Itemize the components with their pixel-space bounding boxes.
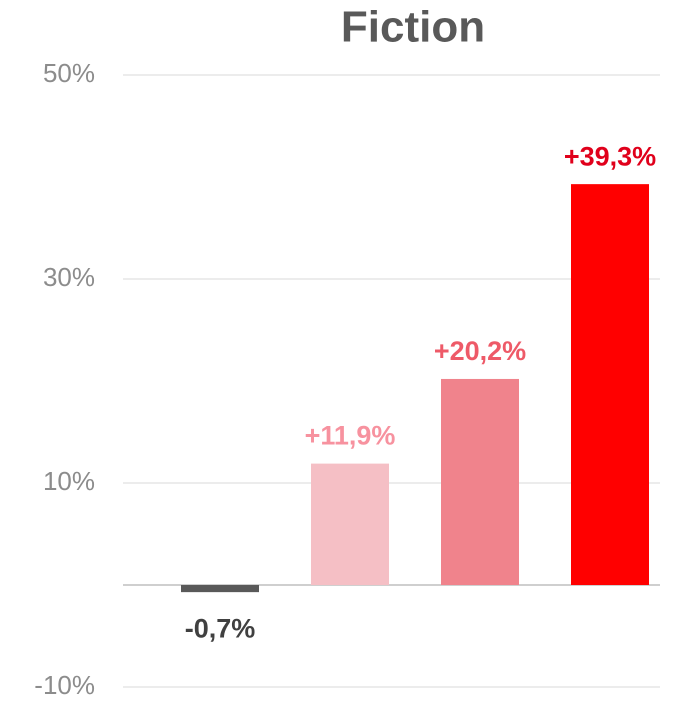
bar bbox=[181, 585, 259, 593]
value-label: +39,3% bbox=[564, 141, 656, 171]
y-tick-label: 30% bbox=[43, 262, 95, 292]
value-label: +20,2% bbox=[434, 336, 526, 366]
y-tick-label: 10% bbox=[43, 466, 95, 496]
y-tick-label: 50% bbox=[43, 58, 95, 88]
bar bbox=[571, 184, 649, 585]
value-label: -0,7% bbox=[185, 613, 256, 643]
y-tick-label: -10% bbox=[34, 670, 95, 700]
value-label: +11,9% bbox=[305, 421, 396, 451]
bar bbox=[441, 378, 519, 585]
chart-title: Fiction bbox=[341, 3, 485, 52]
bar bbox=[311, 463, 389, 585]
